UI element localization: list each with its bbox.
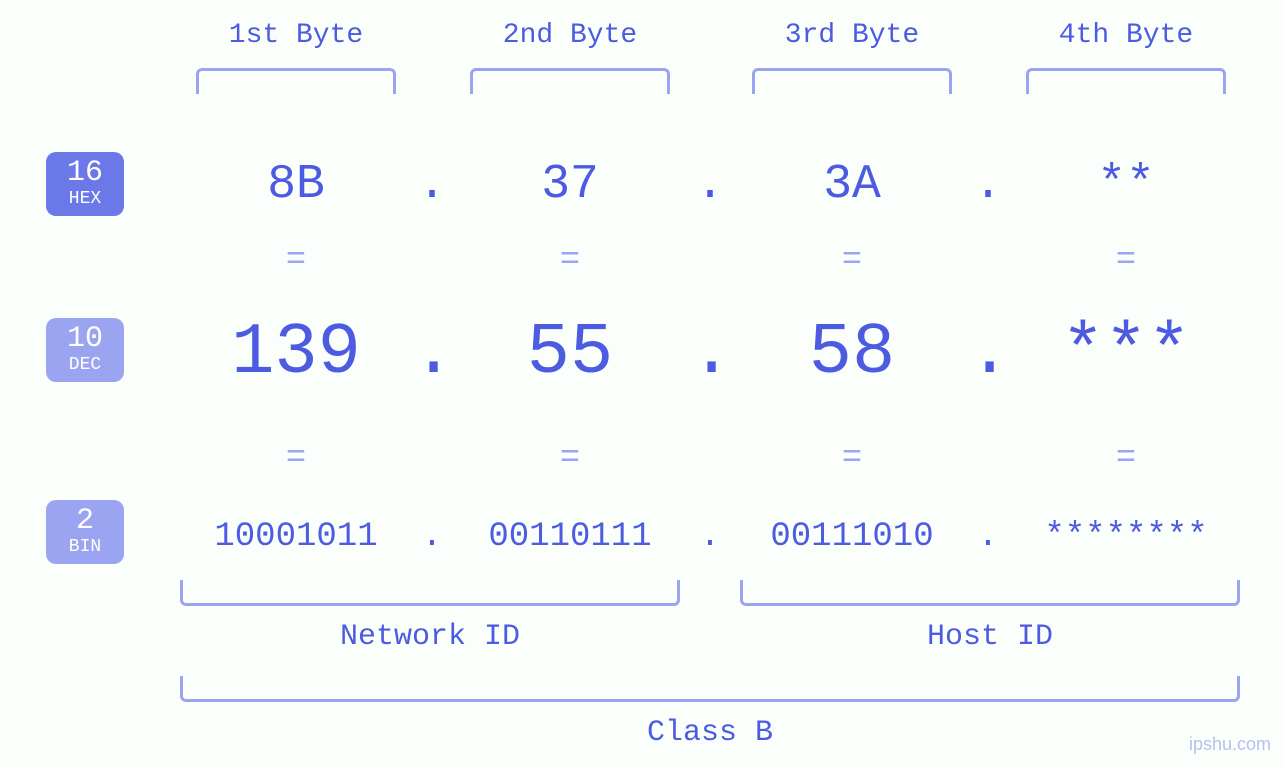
hex-dot-3: . — [968, 158, 1008, 212]
ip-diagram: 16 HEX 10 DEC 2 BIN 1st Byte 2nd Byte 3rd … — [0, 0, 1285, 767]
byte-bracket-3 — [752, 68, 952, 94]
byte-header-3: 3rd Byte — [752, 20, 952, 51]
dec-byte-1: 139 — [186, 312, 406, 394]
byte-bracket-4 — [1026, 68, 1226, 94]
bin-byte-3: 00111010 — [732, 518, 972, 556]
class-bracket — [180, 676, 1240, 702]
equals-icon: = — [822, 242, 882, 280]
badge-hex: 16 HEX — [46, 152, 124, 216]
byte-header-2: 2nd Byte — [470, 20, 670, 51]
equals-icon: = — [1096, 440, 1156, 478]
dec-dot-2: . — [690, 312, 730, 394]
bin-dot-1: . — [412, 518, 452, 556]
badge-dec: 10 DEC — [46, 318, 124, 382]
badge-bin: 2 BIN — [46, 500, 124, 564]
hex-byte-3: 3A — [762, 158, 942, 212]
network-bracket — [180, 580, 680, 606]
byte-header-1: 1st Byte — [196, 20, 396, 51]
bin-byte-4: ******** — [1006, 518, 1246, 556]
watermark: ipshu.com — [1189, 734, 1271, 755]
badge-bin-label: BIN — [46, 538, 124, 556]
byte-header-4: 4th Byte — [1026, 20, 1226, 51]
dec-dot-1: . — [412, 312, 452, 394]
badge-hex-num: 16 — [46, 158, 124, 188]
hex-dot-2: . — [690, 158, 730, 212]
badge-bin-num: 2 — [46, 506, 124, 536]
equals-icon: = — [540, 242, 600, 280]
dec-dot-3: . — [968, 312, 1008, 394]
byte-bracket-1 — [196, 68, 396, 94]
equals-icon: = — [266, 242, 326, 280]
hex-dot-1: . — [412, 158, 452, 212]
host-bracket — [740, 580, 1240, 606]
class-label: Class B — [180, 716, 1240, 750]
bin-byte-2: 00110111 — [450, 518, 690, 556]
badge-hex-label: HEX — [46, 190, 124, 208]
equals-icon: = — [1096, 242, 1156, 280]
equals-icon: = — [266, 440, 326, 478]
bin-dot-3: . — [968, 518, 1008, 556]
badge-dec-label: DEC — [46, 356, 124, 374]
equals-icon: = — [540, 440, 600, 478]
dec-byte-3: 58 — [742, 312, 962, 394]
bin-byte-1: 10001011 — [176, 518, 416, 556]
dec-byte-4: *** — [1016, 312, 1236, 394]
network-label: Network ID — [180, 620, 680, 654]
hex-byte-2: 37 — [480, 158, 660, 212]
badge-dec-num: 10 — [46, 324, 124, 354]
byte-bracket-2 — [470, 68, 670, 94]
hex-byte-4: ** — [1036, 158, 1216, 212]
bin-dot-2: . — [690, 518, 730, 556]
dec-byte-2: 55 — [460, 312, 680, 394]
host-label: Host ID — [740, 620, 1240, 654]
equals-icon: = — [822, 440, 882, 478]
hex-byte-1: 8B — [206, 158, 386, 212]
